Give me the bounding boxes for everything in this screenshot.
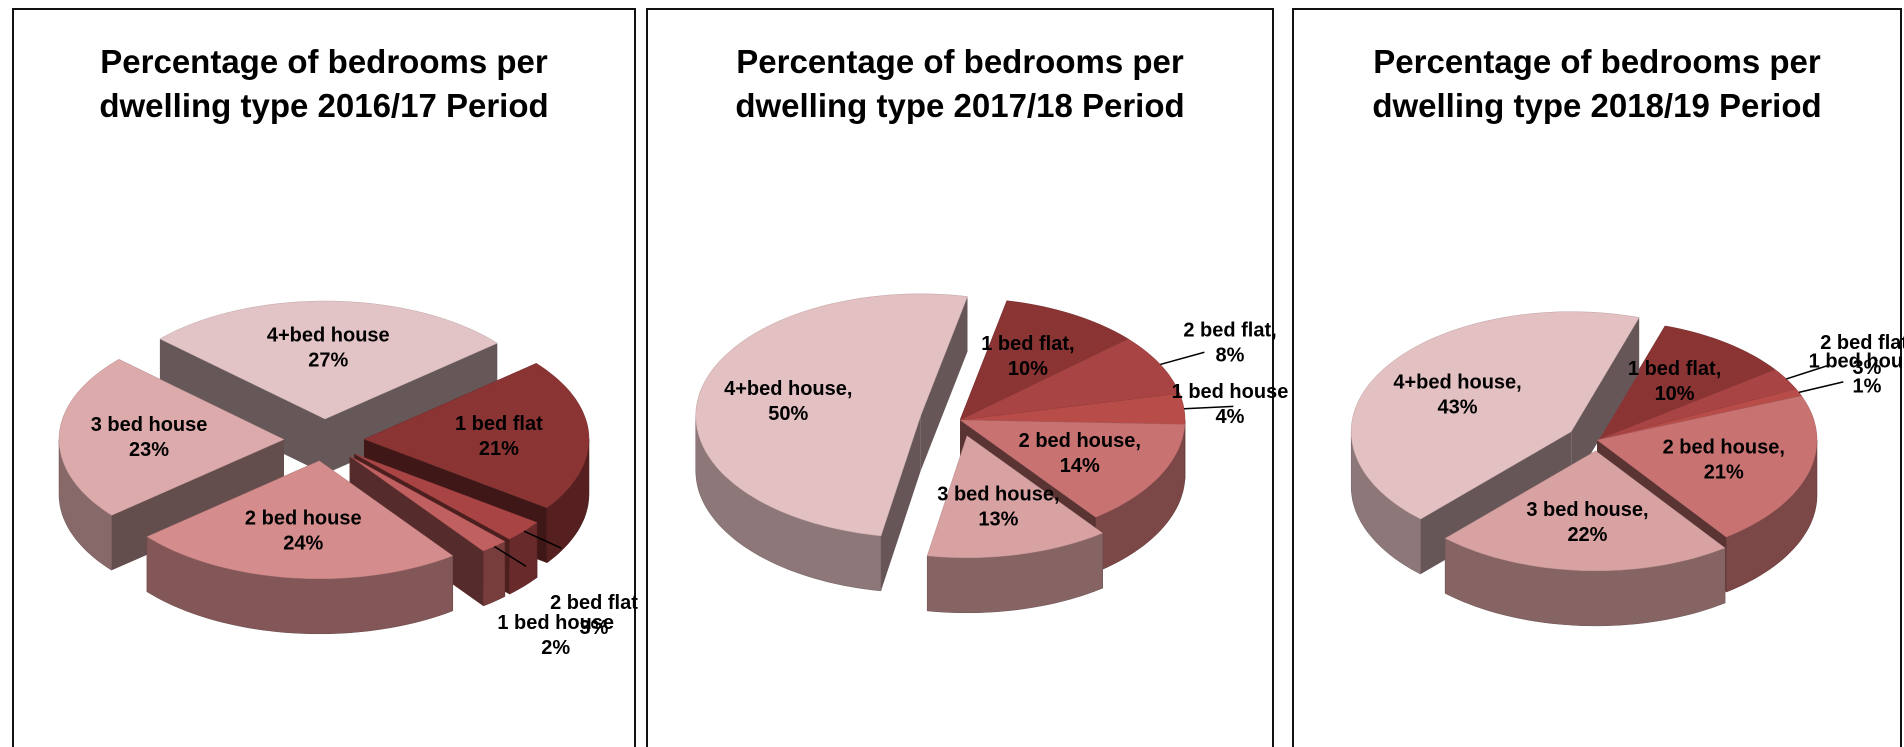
data-label-category: 2 bed house xyxy=(245,507,362,529)
data-label-category: 2 bed flat, xyxy=(1183,320,1276,342)
slice xyxy=(1350,311,1640,520)
slice xyxy=(959,419,1186,518)
data-label-category: 1 bed house xyxy=(497,612,614,634)
slice xyxy=(926,435,1104,559)
slice xyxy=(1596,325,1776,441)
data-label-category: 2 bed house, xyxy=(1019,430,1141,452)
data-label-category: 4+bed house xyxy=(267,325,390,347)
data-label-value: 3% xyxy=(580,617,609,639)
chart-title: Percentage of bedrooms per dwelling type… xyxy=(735,43,1185,124)
data-label-category: 3 bed house xyxy=(91,414,208,436)
slice xyxy=(159,300,498,420)
leader-line xyxy=(1798,381,1844,394)
chart-title: Percentage of bedrooms per dwelling type… xyxy=(99,43,549,124)
data-label-value: 23% xyxy=(129,439,169,461)
slice xyxy=(695,293,968,537)
data-label-value: 4% xyxy=(1216,406,1245,428)
data-label-value: 27% xyxy=(308,350,348,372)
data-label-category: 4+bed house, xyxy=(1393,371,1521,393)
data-label-value: 50% xyxy=(768,403,808,425)
slice xyxy=(363,363,590,509)
data-label-value: 24% xyxy=(283,532,323,554)
data-label-category: 2 bed house, xyxy=(1663,436,1785,458)
data-label-value: 21% xyxy=(479,438,519,460)
data-label-value: 13% xyxy=(978,508,1018,530)
slice xyxy=(146,460,454,580)
slice xyxy=(349,455,506,552)
slice xyxy=(959,300,1129,421)
data-label-value: 2% xyxy=(541,637,570,659)
slice xyxy=(959,393,1186,425)
slice-edge xyxy=(1571,317,1640,487)
slice xyxy=(1596,395,1818,538)
data-label-value: 14% xyxy=(1060,455,1100,477)
slice xyxy=(58,359,285,516)
data-label-value: 1% xyxy=(1853,376,1882,398)
slice-edge xyxy=(881,415,921,591)
data-label-value: 21% xyxy=(1704,461,1744,483)
leader-line xyxy=(1786,364,1829,380)
data-label-category: 3 bed house, xyxy=(1526,499,1648,521)
leader-line xyxy=(1184,405,1234,410)
data-label-category: 4+bed house, xyxy=(724,378,852,400)
data-label-category: 1 bed flat, xyxy=(981,333,1074,355)
data-label-category: 2 bed flat, xyxy=(1820,332,1904,354)
data-label-value: 22% xyxy=(1567,524,1607,546)
slice-edge xyxy=(920,296,968,471)
data-label-category: 2 bed flat xyxy=(550,592,638,614)
data-label-value: 3% xyxy=(1852,357,1881,379)
slice xyxy=(1444,450,1726,572)
data-label-category: 1 bed flat, xyxy=(1628,358,1721,380)
data-label-category: 1 bed house xyxy=(1809,351,1904,373)
leader-line xyxy=(493,545,527,567)
data-label-value: 8% xyxy=(1216,345,1245,367)
data-label-value: 10% xyxy=(1655,383,1695,405)
data-label-category: 1 bed house xyxy=(1172,381,1289,403)
leader-line xyxy=(523,530,562,549)
data-label-value: 43% xyxy=(1438,396,1478,418)
data-label-category: 3 bed house, xyxy=(937,483,1059,505)
data-label-category: 1 bed flat xyxy=(455,413,543,435)
leader-line xyxy=(1160,351,1205,366)
slice xyxy=(959,338,1180,421)
data-label-value: 10% xyxy=(1008,358,1048,380)
chart-title: Percentage of bedrooms per dwelling type… xyxy=(1372,43,1822,124)
